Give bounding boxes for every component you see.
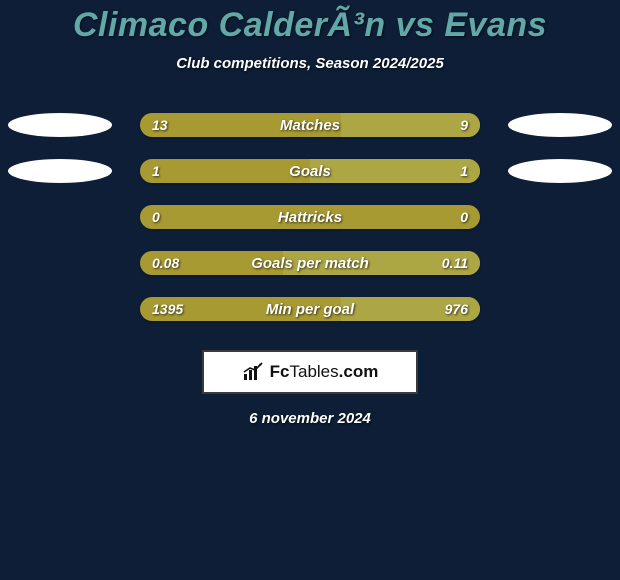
stat-value-right: 1	[460, 163, 468, 179]
stat-label: Hattricks	[0, 209, 620, 226]
stat-label: Goals per match	[0, 255, 620, 272]
stat-label: Goals	[0, 163, 620, 180]
brand-text: FcTables.com	[270, 362, 379, 382]
stat-row: 1Goals1	[0, 148, 620, 194]
footer-date: 6 november 2024	[0, 410, 620, 427]
page-title: Climaco CalderÃ³n vs Evans	[0, 0, 620, 45]
stat-value-right: 0.11	[442, 255, 468, 271]
stats-list: 13Matches91Goals10Hattricks00.08Goals pe…	[0, 102, 620, 332]
comparison-card: Climaco CalderÃ³n vs Evans Club competit…	[0, 0, 620, 427]
brand-ext: .com	[339, 362, 379, 381]
stat-value-right: 0	[460, 209, 468, 225]
stat-row: 13Matches9	[0, 102, 620, 148]
stat-value-right: 9	[460, 117, 468, 133]
brand-box[interactable]: FcTables.com	[202, 350, 418, 394]
subtitle: Club competitions, Season 2024/2025	[0, 55, 620, 72]
stat-value-right: 976	[445, 301, 468, 317]
stat-row: 0Hattricks0	[0, 194, 620, 240]
brand-bold: Fc	[270, 362, 290, 381]
brand-light: Tables	[290, 362, 339, 381]
stat-row: 1395Min per goal976	[0, 286, 620, 332]
stat-label: Matches	[0, 117, 620, 134]
chart-icon	[242, 362, 264, 382]
stat-label: Min per goal	[0, 301, 620, 318]
stat-row: 0.08Goals per match0.11	[0, 240, 620, 286]
